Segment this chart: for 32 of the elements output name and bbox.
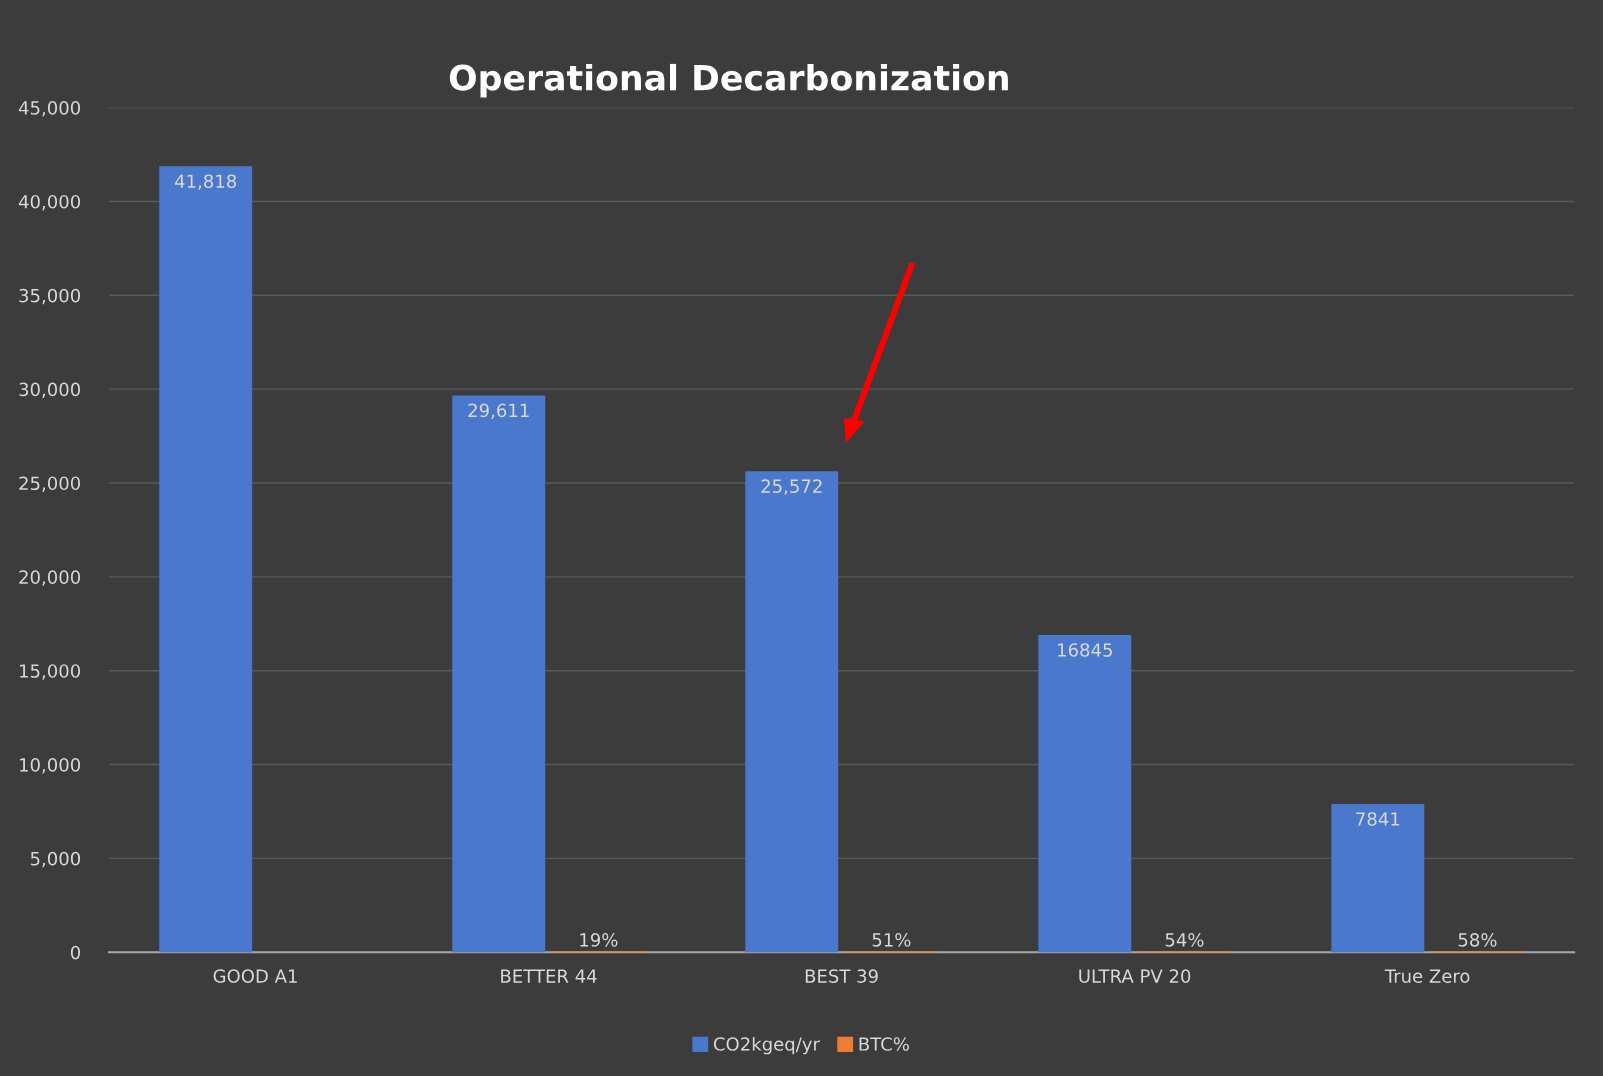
data-label: 29,611 xyxy=(468,403,529,420)
y-tick-label: 30,000 xyxy=(19,382,81,399)
x-tick-label: BEST 39 xyxy=(805,969,878,983)
bar xyxy=(1038,635,1132,953)
data-label: 16845 xyxy=(1058,643,1112,657)
y-tick-label: 40,000 xyxy=(18,194,81,211)
data-label: 51% xyxy=(872,933,911,947)
y-tick-label: 5,000 xyxy=(30,851,81,868)
y-tick-label: 10,000 xyxy=(20,758,81,774)
y-tick-label: 20,000 xyxy=(19,570,81,586)
chart-title: Operational Decarbonization xyxy=(449,63,1008,98)
legend-label: CO2kgeq/yr xyxy=(713,1036,820,1055)
data-label: 41,818 xyxy=(175,174,237,190)
y-tick-label: 0 xyxy=(70,945,81,960)
x-tick-label: True Zero xyxy=(1384,969,1470,983)
bar xyxy=(1331,804,1425,953)
y-tick-label: 15,000 xyxy=(20,664,81,680)
data-label: 54% xyxy=(1165,933,1204,947)
y-tick-label: 35,000 xyxy=(19,288,81,305)
data-label: 7841 xyxy=(1356,812,1400,826)
data-label: 58% xyxy=(1458,933,1497,947)
x-tick-label: GOOD A1 xyxy=(213,969,297,983)
y-tick-label: 45,000 xyxy=(18,101,81,117)
bar xyxy=(745,471,839,953)
legend-label: BTC% xyxy=(859,1037,909,1051)
bar xyxy=(159,166,253,953)
y-tick-label: 25,000 xyxy=(19,476,81,492)
bar xyxy=(452,395,546,953)
x-tick-label: ULTRA PV 20 xyxy=(1079,969,1191,983)
data-label: 25,572 xyxy=(761,479,822,495)
data-label: 19% xyxy=(580,933,618,947)
x-tick-label: BETTER 44 xyxy=(501,969,597,983)
